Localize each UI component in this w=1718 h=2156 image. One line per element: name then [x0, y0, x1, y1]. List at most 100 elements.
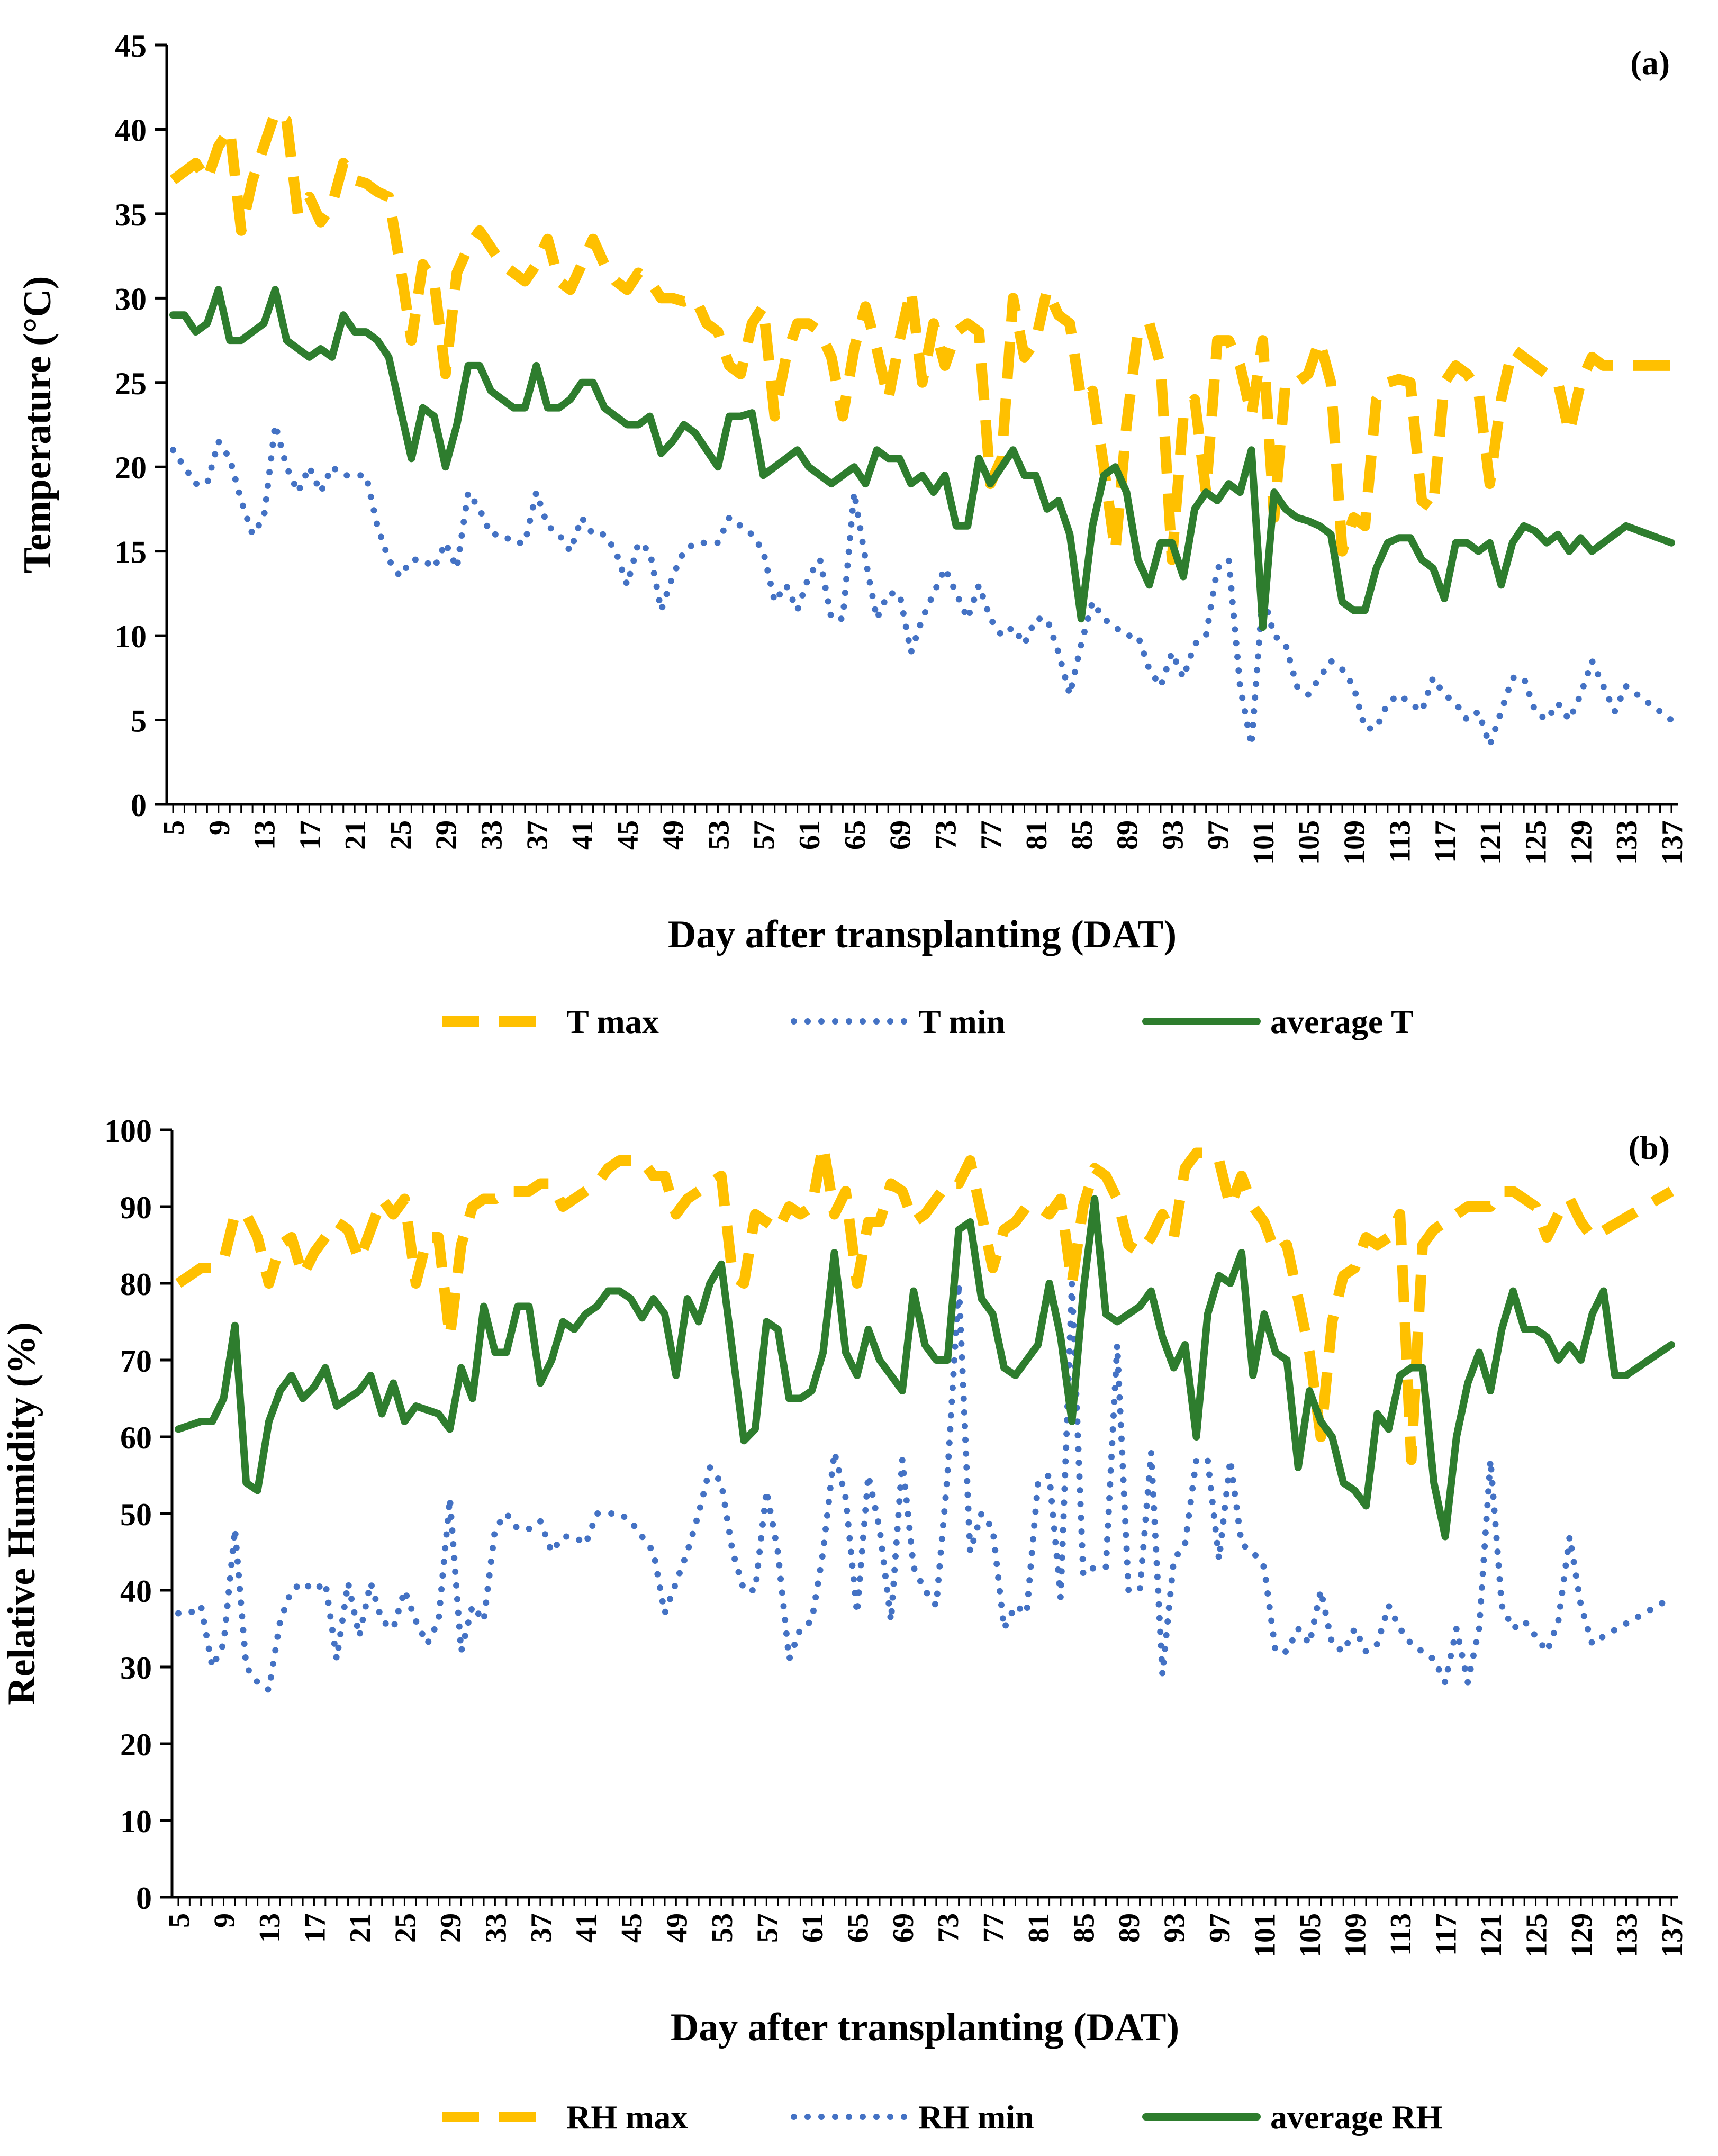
x-tick-label: 137 — [1656, 1913, 1689, 1958]
x-tick-label: 57 — [748, 820, 781, 850]
legend-label: average T — [1270, 1003, 1414, 1040]
x-tick-label: 29 — [435, 1913, 467, 1943]
y-tick-label: 30 — [115, 282, 147, 316]
panel-label: (a) — [1630, 44, 1670, 81]
x-tick-label: 5 — [158, 820, 191, 835]
x-tick-label: 125 — [1521, 1913, 1553, 1958]
y-tick-label: 40 — [115, 113, 147, 148]
x-tick-label: 85 — [1066, 820, 1099, 850]
x-axis-title: Day after transplanting (DAT) — [668, 913, 1177, 956]
x-tick-label: 9 — [208, 1913, 241, 1928]
legend-label: RH max — [566, 2098, 688, 2136]
y-tick-label: 60 — [120, 1420, 152, 1455]
x-tick-label: 73 — [929, 820, 962, 850]
x-tick-label: 21 — [339, 820, 372, 850]
x-tick-label: 133 — [1611, 820, 1643, 865]
x-tick-label: 17 — [294, 820, 327, 850]
x-tick-label: 45 — [612, 820, 645, 850]
x-tick-label: 13 — [249, 820, 282, 850]
y-tick-label: 30 — [120, 1651, 152, 1686]
y-tick-label: 40 — [120, 1574, 152, 1609]
y-tick-label: 0 — [136, 1881, 152, 1916]
x-tick-label: 129 — [1565, 820, 1598, 865]
x-tick-label: 121 — [1475, 1913, 1508, 1958]
x-tick-label: 65 — [839, 820, 872, 850]
x-tick-label: 113 — [1384, 820, 1416, 863]
x-tick-label: 53 — [706, 1913, 739, 1943]
x-tick-label: 101 — [1249, 1913, 1282, 1958]
x-tick-label: 49 — [657, 820, 690, 850]
x-tick-label: 61 — [797, 1913, 829, 1943]
y-tick-label: 10 — [115, 619, 147, 654]
x-tick-label: 33 — [476, 820, 509, 850]
x-tick-label: 93 — [1159, 1913, 1191, 1943]
x-tick-label: 113 — [1385, 1913, 1417, 1956]
x-tick-label: 33 — [480, 1913, 512, 1943]
x-tick-label: 89 — [1113, 1913, 1146, 1943]
series-average-rh-line — [175, 1195, 1675, 1541]
x-tick-label: 109 — [1340, 1913, 1372, 1958]
y-tick-label: 20 — [120, 1727, 152, 1762]
y-tick-label: 35 — [115, 197, 147, 232]
x-tick-label: 21 — [344, 1913, 377, 1943]
x-tick-label: 101 — [1247, 820, 1280, 865]
y-tick-label: 70 — [120, 1344, 152, 1379]
x-tick-label: 69 — [884, 820, 917, 850]
x-tick-label: 125 — [1520, 820, 1553, 865]
x-tick-label: 45 — [616, 1913, 648, 1943]
x-tick-label: 97 — [1202, 820, 1235, 850]
x-tick-label: 65 — [842, 1913, 874, 1943]
y-tick-label: 45 — [115, 29, 147, 64]
x-tick-label: 81 — [1020, 820, 1053, 850]
x-tick-label: 105 — [1294, 1913, 1327, 1958]
x-tick-label: 77 — [975, 820, 1008, 850]
x-tick-label: 49 — [661, 1913, 693, 1943]
series-rh-min-line — [175, 1280, 1675, 1693]
x-tick-label: 81 — [1023, 1913, 1055, 1943]
y-tick-label: 20 — [115, 450, 147, 485]
series-rh-max-line — [175, 1140, 1675, 1465]
x-tick-label: 25 — [389, 1913, 422, 1943]
x-axis-title: Day after transplanting (DAT) — [671, 2006, 1179, 2049]
x-tick-label: 117 — [1430, 1913, 1463, 1956]
legend-label: average RH — [1270, 2098, 1442, 2136]
x-tick-label: 89 — [1111, 820, 1144, 850]
legend-label: T max — [566, 1003, 659, 1040]
x-tick-label: 97 — [1204, 1913, 1236, 1943]
x-tick-label: 9 — [203, 820, 236, 835]
x-tick-label: 121 — [1475, 820, 1507, 865]
panel-label: (b) — [1629, 1129, 1670, 1166]
y-tick-label: 0 — [131, 788, 147, 823]
legend-label: T min — [918, 1003, 1005, 1040]
y-tick-label: 15 — [115, 535, 147, 570]
humidity-chart: 0 10 20 30 40 50 60 70 80 90 100 5 9 13 17 21 25 29 33 37 41… — [0, 1113, 1689, 2136]
y-tick-label: 50 — [120, 1497, 152, 1532]
x-tick-label: 41 — [566, 820, 599, 850]
x-tick-label: 57 — [751, 1913, 784, 1943]
x-tick-label: 37 — [521, 820, 554, 850]
x-tick-label: 61 — [793, 820, 826, 850]
series-average-t-line — [169, 286, 1675, 631]
x-tick-label: 41 — [570, 1913, 603, 1943]
x-tick-label: 137 — [1656, 820, 1689, 865]
x-tick-label: 85 — [1068, 1913, 1101, 1943]
x-tick-label: 13 — [254, 1913, 286, 1943]
x-tick-label: 129 — [1566, 1913, 1598, 1958]
x-tick-label: 69 — [887, 1913, 920, 1943]
y-tick-label: 80 — [120, 1267, 152, 1302]
legend-label: RH min — [918, 2098, 1034, 2136]
y-tick-label: 90 — [120, 1190, 152, 1225]
x-tick-label: 25 — [385, 820, 418, 850]
x-tick-label: 37 — [525, 1913, 558, 1943]
y-tick-label: 25 — [115, 366, 147, 401]
series-t-min-line — [170, 421, 1675, 749]
y-axis-title: Temperature (°C) — [16, 276, 59, 574]
x-tick-label: 93 — [1156, 820, 1189, 850]
x-tick-label: 133 — [1611, 1913, 1644, 1958]
x-tick-label: 73 — [932, 1913, 965, 1943]
x-tick-label: 77 — [978, 1913, 1010, 1943]
y-tick-label: 100 — [104, 1113, 152, 1148]
x-tick-label: 53 — [702, 820, 735, 850]
